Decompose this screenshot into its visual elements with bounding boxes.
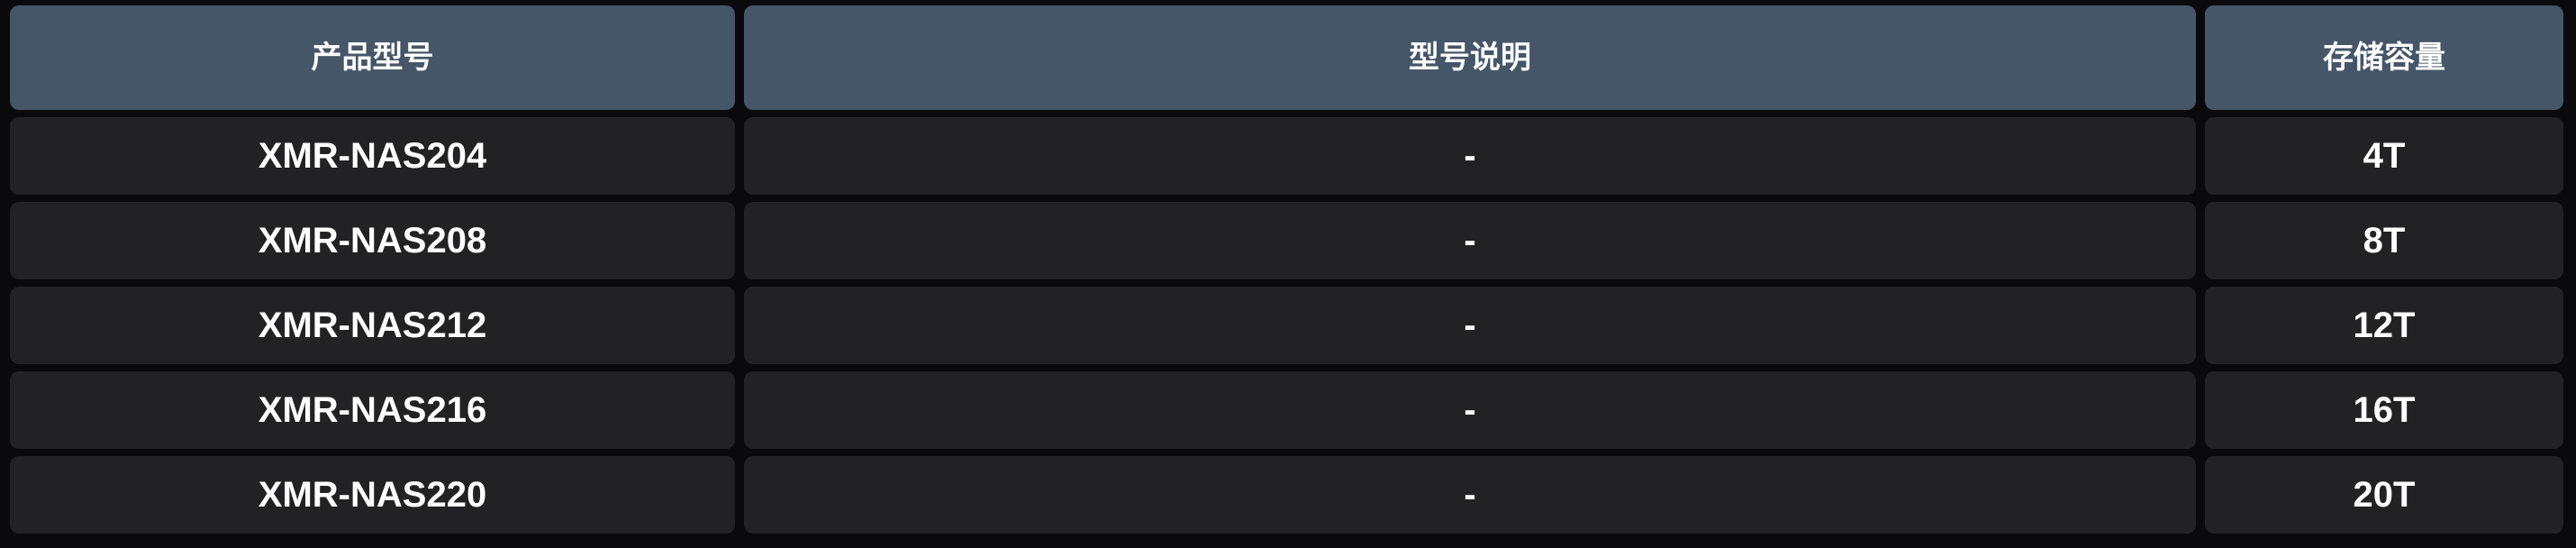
header-label-product-model: 产品型号	[311, 41, 434, 75]
model-description-text: -	[1464, 475, 1476, 515]
header-cell-model-description: 型号说明	[744, 5, 2196, 110]
storage-capacity-text: 8T	[2363, 221, 2406, 260]
model-description-text: -	[1464, 221, 1476, 260]
model-description-text: -	[1464, 306, 1476, 345]
cell-storage-capacity: 4T	[2205, 117, 2563, 195]
cell-storage-capacity: 16T	[2205, 371, 2563, 449]
cell-product-model: XMR-NAS208	[10, 202, 735, 279]
storage-capacity-text: 20T	[2353, 475, 2416, 515]
header-cell-storage-capacity: 存储容量	[2205, 5, 2563, 110]
product-model-text: XMR-NAS204	[258, 136, 487, 176]
cell-product-model: XMR-NAS204	[10, 117, 735, 195]
cell-product-model: XMR-NAS216	[10, 371, 735, 449]
model-description-text: -	[1464, 136, 1476, 176]
cell-model-description: -	[744, 202, 2196, 279]
header-label-model-description: 型号说明	[1409, 41, 1531, 75]
cell-model-description: -	[744, 287, 2196, 364]
header-cell-product-model: 产品型号	[10, 5, 735, 110]
cell-model-description: -	[744, 371, 2196, 449]
product-model-text: XMR-NAS216	[258, 390, 487, 430]
product-model-text: XMR-NAS212	[258, 306, 487, 345]
storage-capacity-text: 4T	[2363, 136, 2406, 176]
cell-product-model: XMR-NAS220	[10, 456, 735, 534]
product-model-text: XMR-NAS208	[258, 221, 487, 260]
cell-product-model: XMR-NAS212	[10, 287, 735, 364]
cell-storage-capacity: 20T	[2205, 456, 2563, 534]
cell-storage-capacity: 8T	[2205, 202, 2563, 279]
storage-capacity-text: 16T	[2353, 390, 2416, 430]
cell-model-description: -	[744, 117, 2196, 195]
cell-storage-capacity: 12T	[2205, 287, 2563, 364]
cell-model-description: -	[744, 456, 2196, 534]
product-model-text: XMR-NAS220	[258, 475, 487, 515]
header-label-storage-capacity: 存储容量	[2323, 41, 2445, 75]
model-description-text: -	[1464, 390, 1476, 430]
storage-capacity-text: 12T	[2353, 306, 2416, 345]
